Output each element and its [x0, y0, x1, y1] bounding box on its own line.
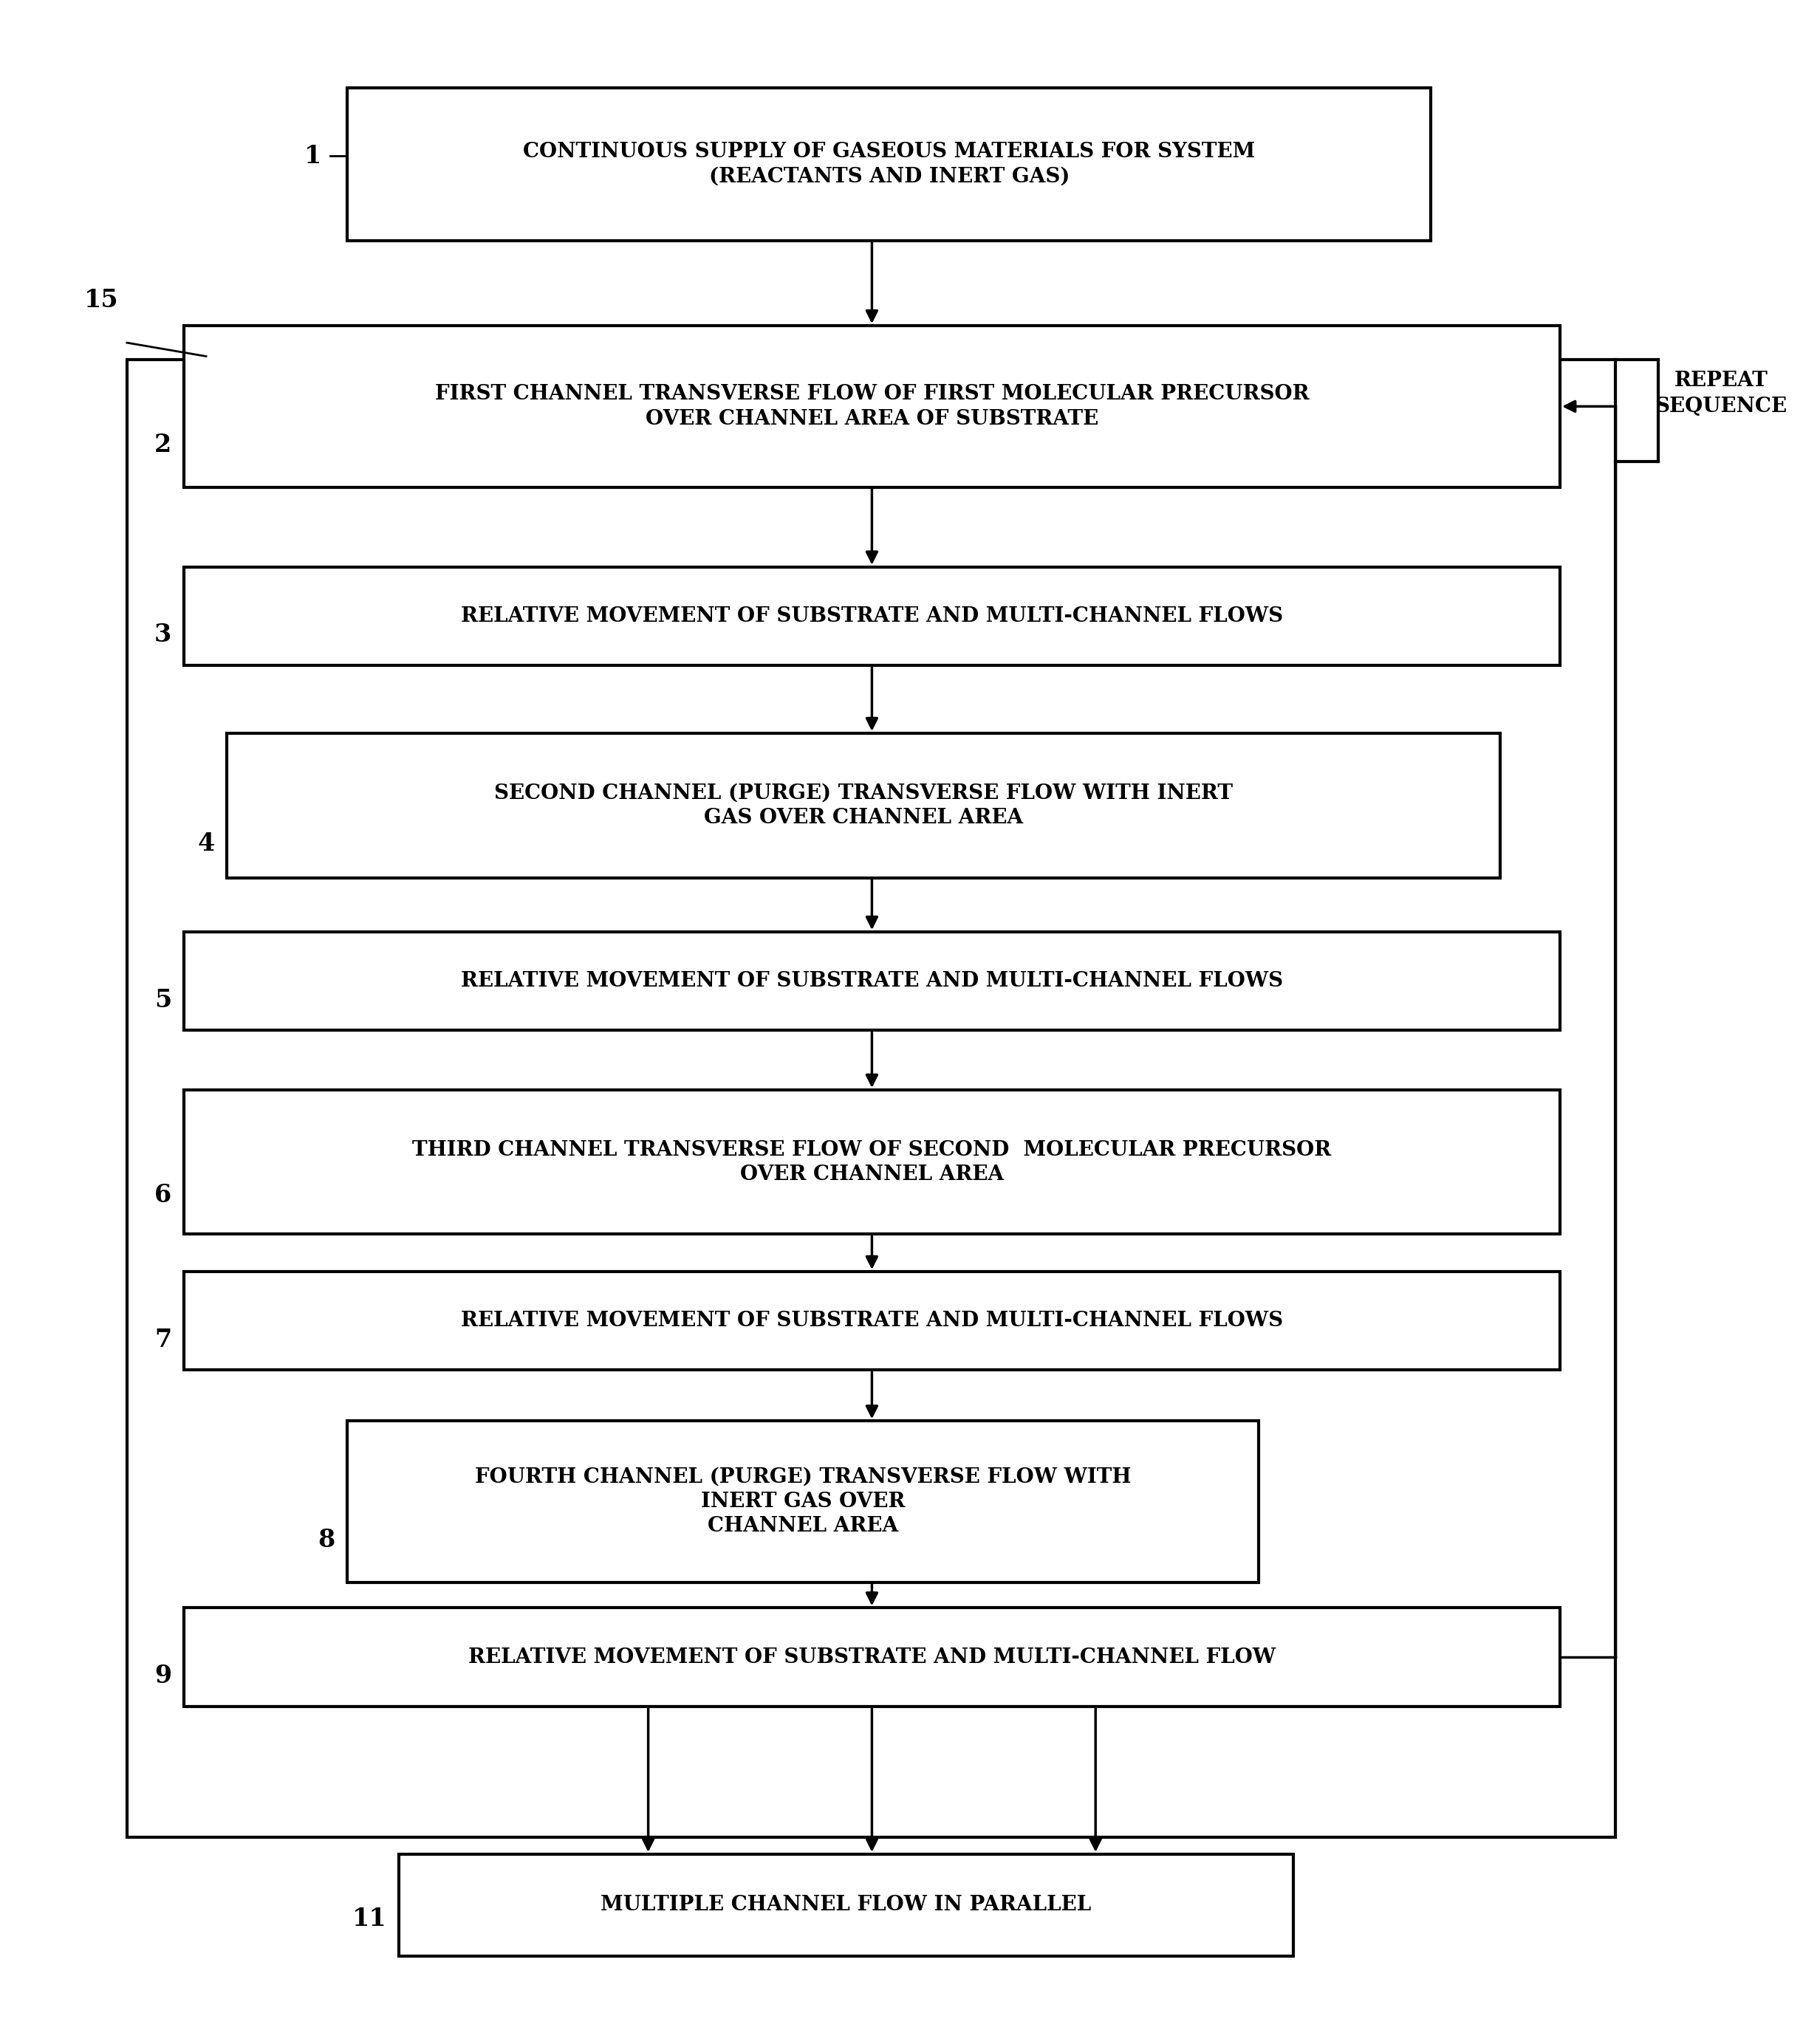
Text: 7: 7 — [155, 1327, 171, 1351]
Text: THIRD CHANNEL TRANSVERSE FLOW OF SECOND  MOLECULAR PRECURSOR
OVER CHANNEL AREA: THIRD CHANNEL TRANSVERSE FLOW OF SECOND … — [413, 1141, 1331, 1183]
Text: 3: 3 — [155, 623, 171, 648]
Bar — [348, 88, 1432, 241]
Text: 8: 8 — [317, 1527, 335, 1551]
Bar — [184, 325, 1560, 486]
Text: CONTINUOUS SUPPLY OF GASEOUS MATERIALS FOR SYSTEM
(REACTANTS AND INERT GAS): CONTINUOUS SUPPLY OF GASEOUS MATERIALS F… — [523, 143, 1255, 186]
Text: 9: 9 — [155, 1664, 171, 1688]
Text: FOURTH CHANNEL (PURGE) TRANSVERSE FLOW WITH
INERT GAS OVER
CHANNEL AREA: FOURTH CHANNEL (PURGE) TRANSVERSE FLOW W… — [474, 1468, 1130, 1537]
Bar — [184, 1271, 1560, 1369]
Bar — [184, 1609, 1560, 1707]
Text: 4: 4 — [198, 832, 215, 856]
Text: 6: 6 — [155, 1183, 171, 1208]
Text: 5: 5 — [155, 987, 171, 1012]
Text: REPEAT
SEQUENCE: REPEAT SEQUENCE — [1655, 370, 1787, 417]
Text: RELATIVE MOVEMENT OF SUBSTRATE AND MULTI-CHANNEL FLOW: RELATIVE MOVEMENT OF SUBSTRATE AND MULTI… — [469, 1647, 1275, 1668]
Text: 11: 11 — [352, 1907, 386, 1932]
Bar — [348, 1421, 1258, 1582]
Bar — [184, 566, 1560, 666]
Text: 15: 15 — [85, 288, 119, 313]
Text: FIRST CHANNEL TRANSVERSE FLOW OF FIRST MOLECULAR PRECURSOR
OVER CHANNEL AREA OF : FIRST CHANNEL TRANSVERSE FLOW OF FIRST M… — [435, 384, 1309, 429]
Bar — [184, 1089, 1560, 1235]
Bar — [126, 360, 1615, 1838]
Bar — [227, 734, 1500, 877]
Text: RELATIVE MOVEMENT OF SUBSTRATE AND MULTI-CHANNEL FLOWS: RELATIVE MOVEMENT OF SUBSTRATE AND MULTI… — [462, 1310, 1284, 1331]
Text: RELATIVE MOVEMENT OF SUBSTRATE AND MULTI-CHANNEL FLOWS: RELATIVE MOVEMENT OF SUBSTRATE AND MULTI… — [462, 971, 1284, 991]
Text: RELATIVE MOVEMENT OF SUBSTRATE AND MULTI-CHANNEL FLOWS: RELATIVE MOVEMENT OF SUBSTRATE AND MULTI… — [462, 607, 1284, 625]
Bar — [398, 1854, 1293, 1956]
Text: MULTIPLE CHANNEL FLOW IN PARALLEL: MULTIPLE CHANNEL FLOW IN PARALLEL — [600, 1895, 1091, 1915]
Text: 1: 1 — [305, 143, 321, 168]
Bar — [184, 932, 1560, 1030]
Text: SECOND CHANNEL (PURGE) TRANSVERSE FLOW WITH INERT
GAS OVER CHANNEL AREA: SECOND CHANNEL (PURGE) TRANSVERSE FLOW W… — [494, 783, 1233, 828]
Text: 2: 2 — [155, 433, 171, 456]
